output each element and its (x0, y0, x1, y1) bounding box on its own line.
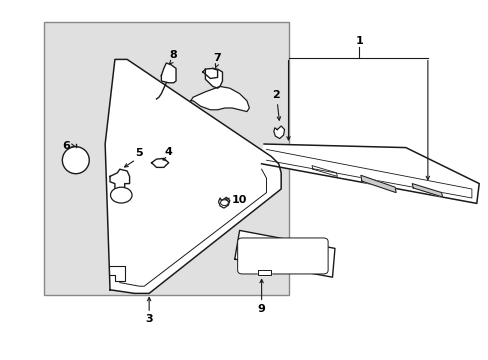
Text: 1: 1 (355, 36, 363, 46)
Bar (44, 22, 288, 295)
Text: 2: 2 (272, 90, 280, 100)
Polygon shape (273, 126, 284, 139)
Text: 7: 7 (213, 53, 221, 63)
Polygon shape (105, 59, 281, 293)
Polygon shape (360, 175, 395, 193)
Polygon shape (151, 158, 168, 167)
Circle shape (110, 187, 132, 203)
Polygon shape (190, 86, 249, 112)
Ellipse shape (62, 147, 89, 174)
Text: 6: 6 (62, 141, 70, 151)
Text: 3: 3 (145, 314, 153, 324)
Circle shape (220, 200, 228, 206)
Polygon shape (161, 63, 176, 83)
Polygon shape (218, 197, 229, 208)
Text: 4: 4 (164, 147, 172, 157)
Polygon shape (411, 184, 442, 197)
Polygon shape (257, 270, 271, 275)
Polygon shape (203, 68, 217, 78)
Polygon shape (205, 68, 222, 88)
Text: 5: 5 (135, 148, 143, 158)
Text: 10: 10 (231, 195, 247, 205)
FancyBboxPatch shape (237, 238, 327, 274)
Polygon shape (234, 230, 334, 277)
Polygon shape (261, 144, 478, 203)
Text: 9: 9 (257, 303, 265, 314)
Text: 8: 8 (169, 50, 177, 60)
Polygon shape (110, 169, 129, 189)
